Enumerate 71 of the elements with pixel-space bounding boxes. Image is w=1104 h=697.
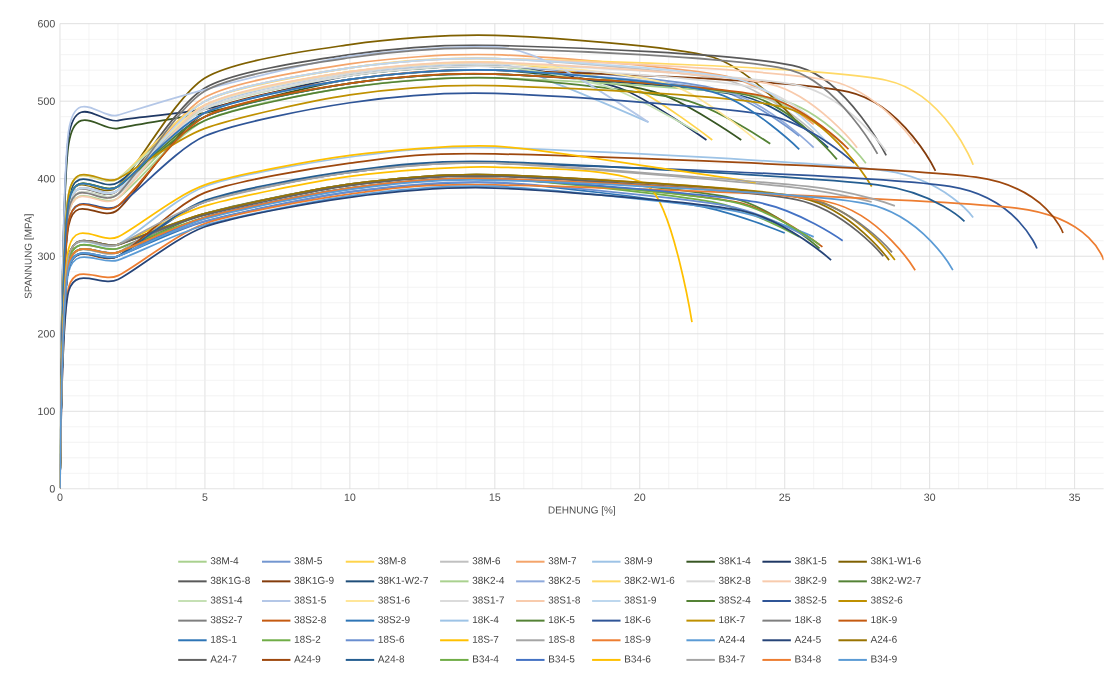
legend-label: 18S-9 (624, 635, 651, 643)
legend-label: 38K1-W1-6 (870, 557, 921, 565)
legend-label: A24-9 (294, 655, 321, 663)
legend-label: 38S2-7 (210, 616, 243, 624)
legend-label: 38S1-9 (624, 596, 656, 604)
legend-label: B34-8 (795, 655, 821, 663)
legend-label: 18S-7 (472, 635, 499, 643)
legend-label: 18S-8 (548, 635, 575, 643)
legend-label: 38M-5 (294, 557, 322, 565)
legend-label: 38K2-4 (472, 576, 505, 585)
legend-label: 38S2-8 (294, 616, 326, 624)
y-tick-label: 100 (38, 407, 55, 416)
y-axis-title: SPANNUNG [MPA] (24, 214, 34, 299)
legend-label: 18S-1 (211, 635, 237, 643)
legend-label: A24-6 (870, 635, 897, 643)
legend-label: 38K2-5 (548, 576, 581, 585)
x-tick-label: 15 (489, 493, 501, 502)
legend-label: 38K1-4 (718, 557, 751, 565)
legend-label: 38S1-8 (548, 596, 580, 604)
legend-label: 38M-4 (210, 557, 239, 565)
legend-label: 18K-4 (472, 616, 499, 624)
x-tick-label: 0 (57, 493, 63, 502)
legend-label: 38K1-5 (794, 557, 827, 565)
legend-label: 38K1-W2-7 (378, 576, 428, 585)
y-tick-label: 300 (37, 252, 55, 261)
legend-label: A24-5 (794, 635, 821, 643)
legend-label: 18K-7 (719, 616, 745, 624)
x-axis-title: DEHNUNG [%] (548, 506, 615, 516)
y-tick-label: 600 (38, 20, 55, 28)
y-tick-label: 400 (37, 175, 55, 183)
legend-label: 18K-6 (624, 616, 651, 624)
legend-label: A24-7 (210, 655, 237, 663)
legend-label: B34-5 (549, 655, 575, 663)
x-tick-label: 5 (202, 493, 208, 502)
legend-label: 38K1G-9 (294, 576, 334, 585)
legend-label: 38M-9 (624, 557, 653, 565)
y-tick-label: 0 (49, 485, 55, 493)
y-tick-label: 200 (38, 330, 55, 338)
legend-label: 38S2-6 (870, 596, 903, 604)
legend-label: 38K2-W2-7 (870, 576, 921, 585)
legend-label: B34-4 (473, 655, 499, 663)
legend-label: 38M-6 (472, 557, 501, 565)
legend-label: 38K1G-8 (210, 576, 250, 585)
legend-label: 18K-5 (548, 616, 575, 624)
legend-label: 38S1-5 (294, 596, 326, 604)
legend-label: B34-9 (871, 655, 897, 663)
legend-label: 38M-8 (378, 557, 406, 565)
legend-label: 38S1-7 (472, 596, 504, 604)
legend-label: 38K2-W1-6 (624, 576, 675, 585)
legend-label: 38M-7 (548, 557, 577, 565)
legend-label: 18K-8 (795, 616, 821, 624)
legend-label: 18S-6 (378, 635, 405, 643)
legend-label: 18K-9 (871, 616, 897, 624)
x-tick-label: 30 (924, 493, 936, 502)
legend-label: B34-7 (719, 655, 745, 663)
legend-label: 38S2-4 (718, 596, 751, 604)
x-tick-label: 25 (779, 493, 791, 502)
x-tick-label: 20 (634, 493, 646, 502)
legend-label: 38S2-9 (378, 616, 410, 624)
legend-label: 38S1-4 (210, 596, 243, 604)
legend-label: 38K2-8 (718, 576, 751, 585)
legend-label: B34-6 (625, 655, 651, 663)
legend-label: 18S-2 (294, 635, 321, 643)
legend-label: 38S2-5 (794, 596, 827, 604)
x-tick-label: 10 (344, 493, 356, 502)
x-tick-label: 35 (1069, 493, 1081, 502)
legend-label: 38S1-6 (378, 596, 410, 604)
y-tick-label: 500 (37, 97, 55, 106)
legend-label: A24-4 (718, 635, 745, 643)
legend-label: A24-8 (377, 655, 405, 663)
legend-label: 38K2-9 (794, 576, 827, 585)
